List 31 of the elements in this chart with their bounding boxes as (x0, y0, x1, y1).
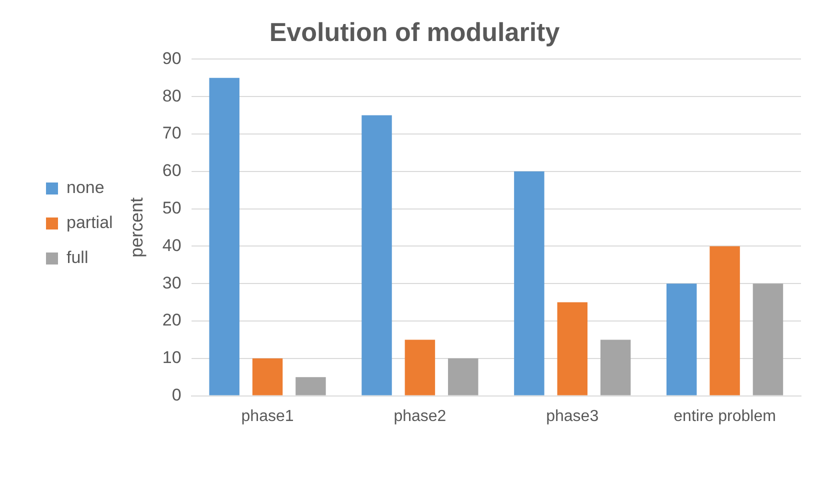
bar (209, 78, 240, 396)
y-tick-label: 80 (162, 86, 182, 106)
y-tick-label: 50 (162, 198, 182, 218)
y-tick-label: 10 (162, 348, 182, 368)
y-tick-label: 0 (172, 385, 182, 404)
x-tick-label: phase1 (241, 408, 294, 425)
bar (557, 302, 588, 396)
bar (404, 340, 436, 396)
bar (514, 171, 544, 396)
chart-title: Evolution of modularity (269, 16, 560, 47)
legend-label: partial (66, 213, 113, 232)
y-tick-label: 30 (162, 273, 182, 292)
legend-label: none (66, 178, 104, 198)
bar (362, 115, 392, 396)
x-tick-label: phase3 (546, 408, 599, 425)
legend-label: full (66, 248, 88, 268)
y-tick-label: 20 (162, 310, 182, 330)
x-tick-label: phase2 (394, 408, 446, 425)
bar (252, 358, 283, 396)
x-tick-label: entire problem (674, 408, 776, 425)
bar (296, 377, 326, 396)
bar (600, 340, 631, 396)
bar (448, 358, 478, 396)
y-tick-label: 90 (162, 48, 182, 68)
y-tick-label: 70 (162, 124, 182, 143)
y-tick-label: 40 (162, 236, 182, 255)
bar (752, 284, 784, 396)
y-tick-label: 60 (162, 161, 182, 180)
bar (710, 246, 740, 396)
bar (666, 284, 697, 396)
y-axis-title: percent (126, 197, 147, 258)
